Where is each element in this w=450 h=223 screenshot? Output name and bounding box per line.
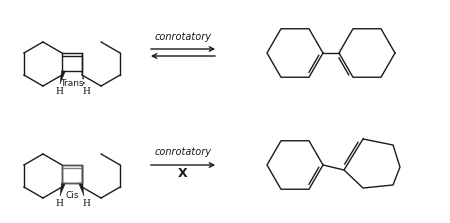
Text: H: H <box>55 199 63 208</box>
Text: H: H <box>55 87 63 96</box>
Polygon shape <box>78 183 84 196</box>
Text: H: H <box>82 87 90 96</box>
Text: X: X <box>178 167 188 180</box>
Polygon shape <box>60 183 66 196</box>
Text: Cis: Cis <box>65 191 79 200</box>
Text: Trans: Trans <box>60 79 84 88</box>
Text: conrotatory: conrotatory <box>154 32 212 42</box>
Polygon shape <box>60 71 66 84</box>
Text: H: H <box>82 199 90 208</box>
Text: conrotatory: conrotatory <box>154 147 212 157</box>
